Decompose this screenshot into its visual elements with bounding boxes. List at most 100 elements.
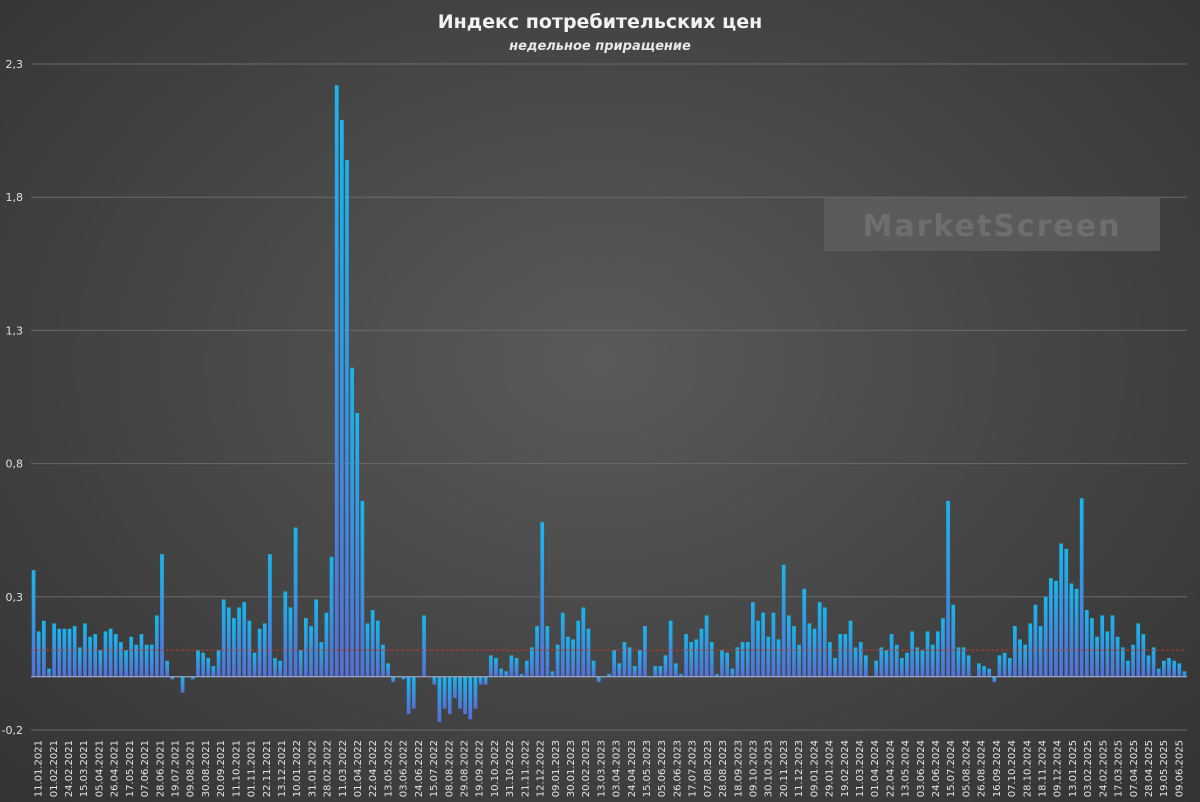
bar [411, 676, 416, 709]
bar [735, 647, 740, 677]
x-tick-label: 13.01.2025 [1068, 740, 1079, 797]
bar [149, 644, 154, 677]
bar [1090, 618, 1094, 677]
x-tick-label: 13.05.2024 [901, 740, 912, 797]
bar [83, 623, 87, 677]
bar [242, 602, 247, 677]
bar [987, 668, 992, 677]
bar [309, 626, 313, 677]
bar [1167, 658, 1171, 677]
bar [119, 642, 123, 677]
bar [797, 644, 801, 677]
bar [1074, 588, 1079, 677]
bar [663, 655, 668, 677]
bar [586, 628, 591, 677]
bar [694, 639, 699, 677]
bar [632, 666, 637, 677]
bar [725, 652, 730, 677]
bar [766, 636, 771, 677]
bar [360, 500, 365, 677]
bar [704, 615, 709, 677]
bar [314, 599, 318, 677]
bar [951, 604, 956, 677]
bar [982, 666, 986, 677]
bar [1131, 644, 1135, 677]
bar [334, 85, 339, 677]
x-tick-label: 11.01.2021 [34, 740, 45, 797]
bar [977, 663, 981, 677]
x-tick-label: 24.06.2024 [931, 740, 942, 797]
bar [776, 639, 781, 677]
bar [77, 647, 82, 677]
bar [247, 620, 252, 677]
bar [715, 674, 719, 677]
bar [1105, 631, 1110, 677]
bar [463, 676, 467, 715]
x-tick-label: 20.11.2023 [779, 740, 790, 797]
bar [756, 620, 760, 677]
bar [139, 634, 144, 677]
bar [339, 119, 344, 677]
bar [1151, 647, 1156, 677]
bar [283, 591, 288, 677]
bar [216, 650, 221, 677]
bar [915, 647, 920, 677]
bar [848, 620, 853, 677]
y-tick-label: 1,3 [6, 324, 24, 337]
bar [391, 676, 396, 683]
bar [509, 655, 514, 677]
bar [751, 602, 755, 677]
bar [1110, 615, 1115, 677]
bar [108, 628, 113, 677]
bar [67, 628, 72, 677]
bar [730, 668, 735, 677]
bar [499, 668, 503, 677]
bar [1038, 626, 1043, 677]
y-tick-label: 0,3 [6, 591, 24, 604]
x-tick-label: 09.10.2023 [749, 740, 760, 797]
x-tick-label: 07.04.2025 [1129, 740, 1140, 797]
bar [802, 588, 807, 677]
bar [319, 642, 324, 677]
bar [473, 676, 478, 709]
bar [422, 615, 426, 677]
bar [920, 650, 925, 677]
bar [1146, 655, 1151, 677]
bar [237, 607, 241, 677]
x-tick-label: 08.08.2022 [444, 740, 455, 797]
bar [828, 642, 832, 677]
bar [180, 676, 185, 693]
bar [401, 676, 406, 680]
bar [1115, 636, 1120, 677]
bar [211, 666, 216, 677]
bar [134, 644, 139, 677]
x-tick-label: 30.10.2023 [764, 740, 775, 797]
bar [113, 634, 118, 677]
bar [992, 676, 997, 683]
bar [1126, 660, 1130, 677]
bar [273, 658, 277, 677]
bar [262, 623, 267, 677]
bar [555, 644, 560, 677]
bar [1177, 663, 1182, 677]
bar [88, 636, 92, 677]
x-tick-label: 28.04.2025 [1144, 740, 1155, 797]
bar [833, 658, 837, 677]
x-tick-label: 01.02.2021 [49, 740, 60, 797]
bar [1156, 668, 1161, 677]
bar [375, 620, 380, 677]
bar [447, 676, 452, 715]
bar [879, 647, 884, 677]
bar [771, 612, 776, 677]
x-tick-label: 15.05.2023 [642, 740, 653, 797]
x-tick-label: 31.10.2022 [505, 740, 516, 797]
chart-subtitle: недельное приращение [509, 39, 691, 54]
x-tick-label: 24.04.2023 [627, 740, 638, 797]
bar [627, 647, 632, 677]
bar [535, 626, 539, 677]
bar [72, 626, 77, 677]
x-tick-label: 24.06.2022 [414, 740, 425, 797]
bar [524, 660, 529, 677]
x-tick-label: 19.07.2021 [171, 740, 182, 797]
x-tick-label: 13.05.2022 [383, 740, 394, 797]
